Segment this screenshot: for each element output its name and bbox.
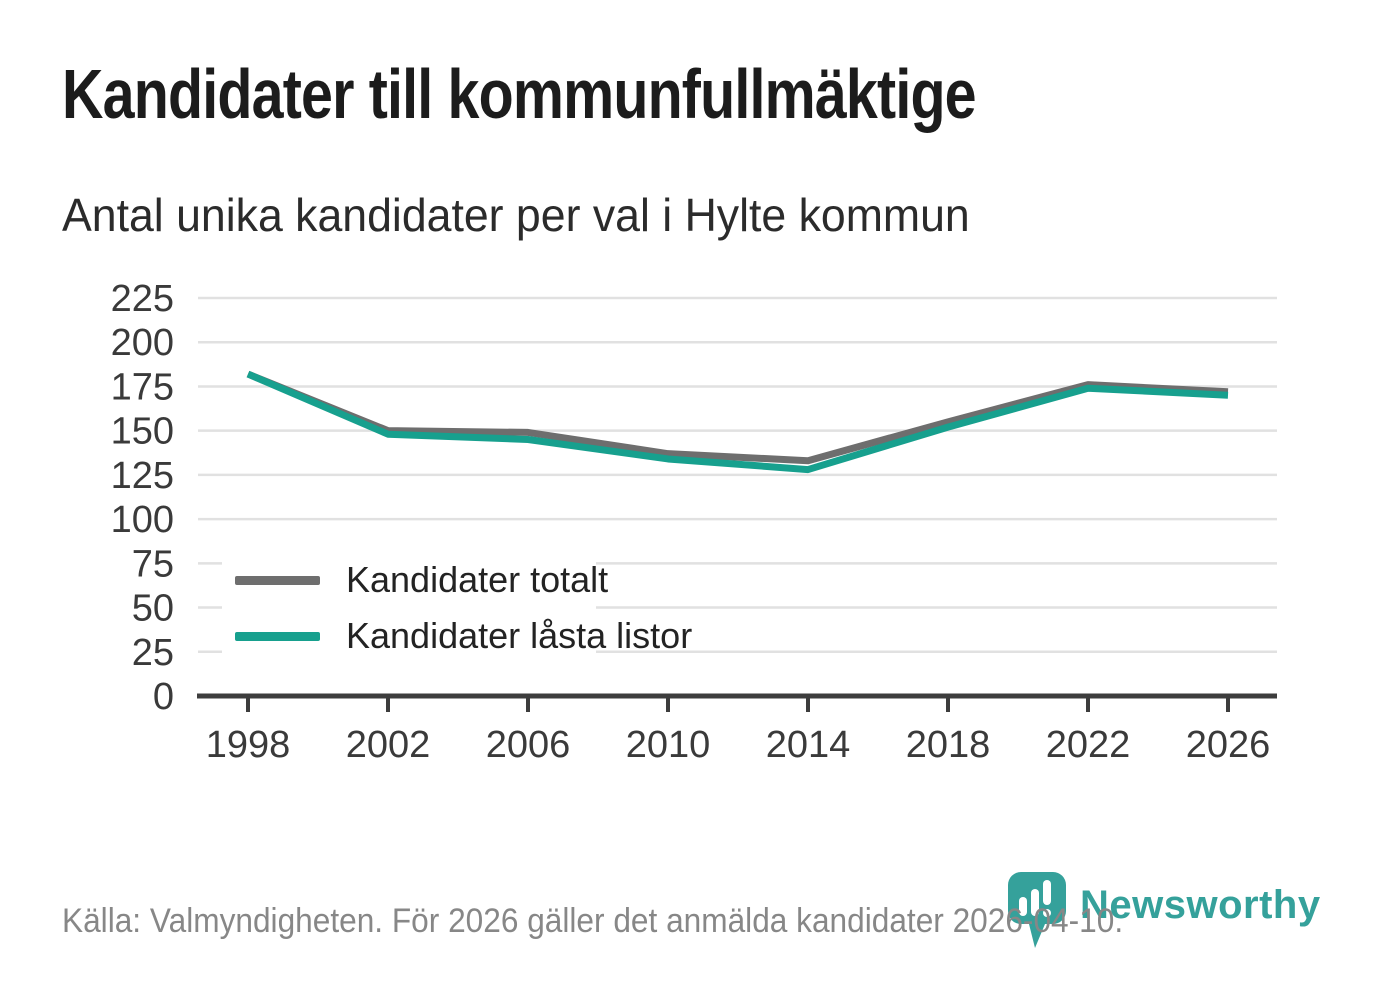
series-line-1 (246, 370, 1229, 474)
chart-subtitle: Antal unika kandidater per val i Hylte k… (62, 189, 970, 241)
y-tick-label-175: 175 (111, 366, 174, 408)
legend-label-lasta-listor: Kandidater låsta listor (346, 615, 693, 656)
logo-bar-small (1019, 897, 1027, 916)
chart-legend: Kandidater totalt Kandidater låsta listo… (222, 549, 692, 667)
y-tick-label-100: 100 (111, 499, 174, 541)
y-tick-label-75: 75 (132, 543, 174, 585)
newsworthy-logo-icon (1008, 872, 1066, 948)
legend-item-totalt: Kandidater totalt (222, 552, 608, 608)
x-tick-label-2014: 2014 (766, 724, 851, 766)
brand-name: Newsworthy (1080, 883, 1321, 927)
y-tick-label-150: 150 (111, 411, 174, 453)
logo-bar-tall (1043, 880, 1051, 905)
y-tick-label-0: 0 (153, 676, 174, 718)
x-tick-label-2018: 2018 (906, 724, 991, 766)
page-title: Kandidater till kommunfullmäktige (62, 55, 977, 133)
source-note: Källa: Valmyndigheten. För 2026 gäller d… (62, 902, 1124, 940)
y-tick-label-25: 25 (132, 632, 174, 674)
x-tick-label-2022: 2022 (1046, 724, 1131, 766)
x-tick-label-2002: 2002 (346, 724, 431, 766)
x-tick-label-2006: 2006 (486, 724, 571, 766)
legend-label-totalt: Kandidater totalt (346, 559, 609, 600)
x-tick-label-2026: 2026 (1186, 724, 1271, 766)
legend-item-lasta-listor: Kandidater låsta listor (222, 608, 692, 664)
legend-swatch-lasta-listor (235, 631, 320, 641)
y-tick-label-200: 200 (111, 322, 174, 364)
legend-swatch-totalt (235, 575, 320, 585)
y-tick-label-225: 225 (111, 278, 174, 320)
logo-exclamation-dot (1043, 909, 1051, 917)
newsworthy-logo: Newsworthy (1008, 872, 1321, 950)
logo-bar-medium (1031, 889, 1039, 916)
series-line-0 (246, 370, 1229, 465)
y-tick-label-125: 125 (111, 455, 174, 497)
x-tick-label-1998: 1998 (206, 724, 291, 766)
x-tick-label-2010: 2010 (626, 724, 711, 766)
y-tick-label-50: 50 (132, 588, 174, 630)
